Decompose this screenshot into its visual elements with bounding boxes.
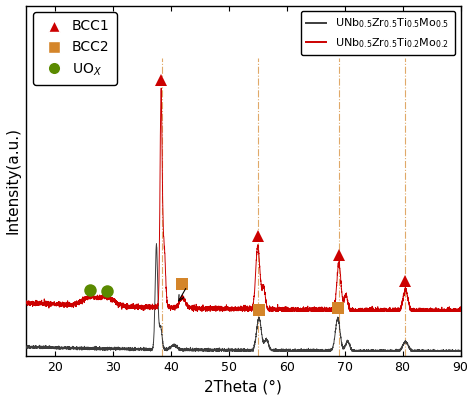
Y-axis label: Intensity(a.u.): Intensity(a.u.): [6, 127, 20, 234]
X-axis label: 2Theta (°): 2Theta (°): [204, 380, 282, 394]
Legend: UNb$_{0.5}$Zr$_{0.5}$Ti$_{0.5}$Mo$_{0.5}$, UNb$_{0.5}$Zr$_{0.5}$Ti$_{0.2}$Mo$_{0: UNb$_{0.5}$Zr$_{0.5}$Ti$_{0.5}$Mo$_{0.5}…: [301, 11, 455, 55]
